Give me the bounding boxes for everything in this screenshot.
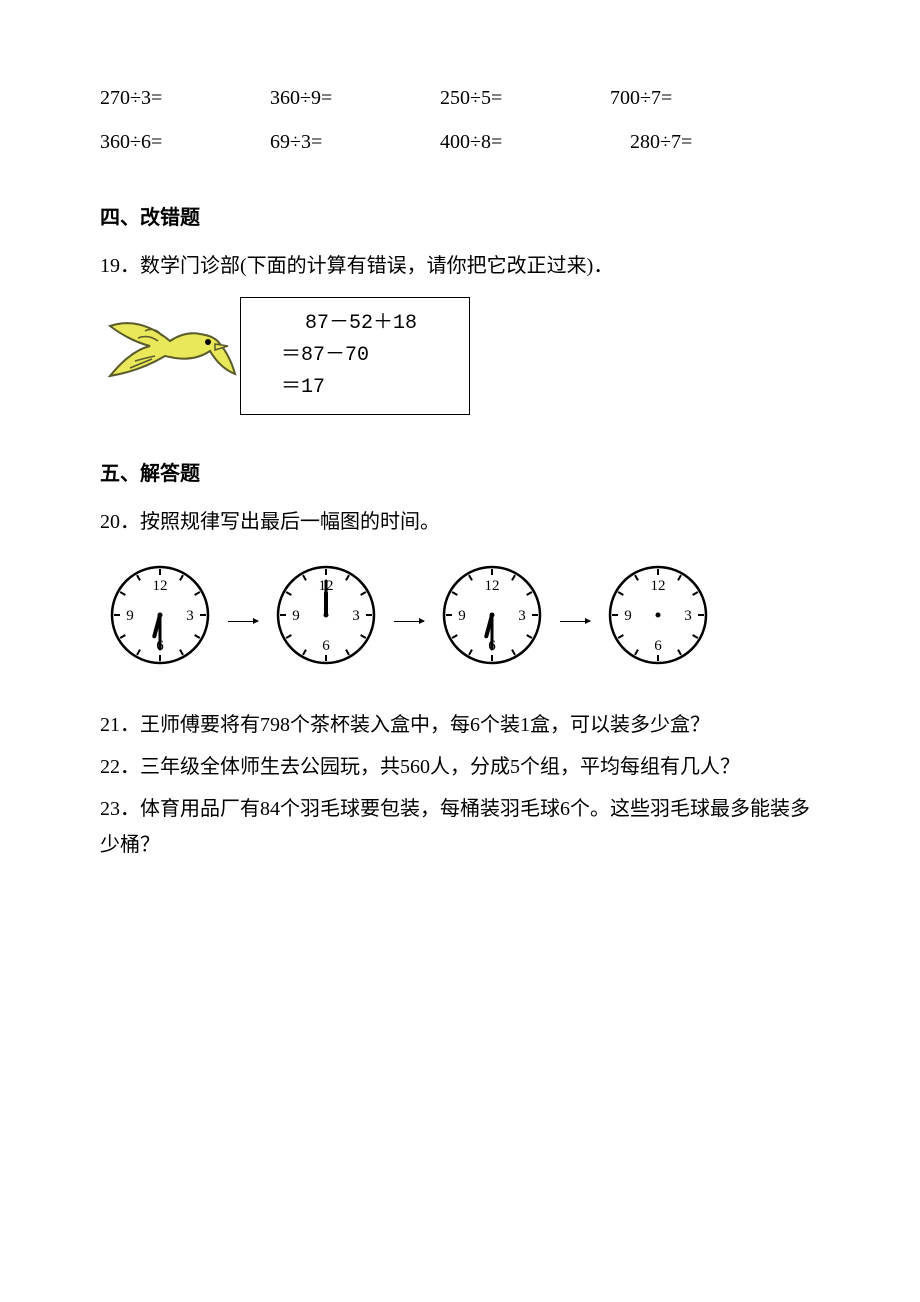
- svg-text:3: 3: [684, 608, 692, 624]
- equation: 270÷3=: [100, 80, 270, 116]
- calc-line: 87－52＋18: [281, 308, 449, 340]
- svg-text:12: 12: [485, 578, 500, 594]
- equation-row-1: 270÷3= 360÷9= 250÷5= 700÷7=: [100, 80, 820, 116]
- clock-2: 12369: [266, 555, 386, 687]
- calc-line: ＝17: [281, 372, 449, 404]
- section-5-heading: 五、解答题: [100, 456, 820, 492]
- bird-calculation-figure: 87－52＋18 ＝87－70 ＝17: [100, 296, 820, 416]
- arrow-icon: [228, 621, 258, 622]
- svg-text:6: 6: [654, 638, 662, 654]
- clocks-row: 12369 12369 12369 12369: [100, 555, 820, 687]
- calc-line: ＝87－70: [281, 340, 449, 372]
- svg-text:9: 9: [292, 608, 300, 624]
- svg-text:3: 3: [186, 608, 194, 624]
- question-23: 23．体育用品厂有84个羽毛球要包装，每桶装羽毛球6个。这些羽毛球最多能装多少桶…: [100, 791, 820, 863]
- equation: 360÷9=: [270, 80, 440, 116]
- svg-text:9: 9: [624, 608, 632, 624]
- section-4-heading: 四、改错题: [100, 200, 820, 236]
- equation: 360÷6=: [100, 124, 270, 160]
- arrow-icon: [560, 621, 590, 622]
- question-20: 20．按照规律写出最后一幅图的时间。: [100, 504, 820, 540]
- arrow-icon: [394, 621, 424, 622]
- calculation-box: 87－52＋18 ＝87－70 ＝17: [240, 297, 470, 415]
- svg-text:12: 12: [651, 578, 666, 594]
- bird-icon: [100, 296, 240, 416]
- question-21: 21．王师傅要将有798个茶杯装入盒中，每6个装1盒，可以装多少盒？: [100, 707, 820, 743]
- svg-text:3: 3: [352, 608, 360, 624]
- clock-4: 12 3 6 9: [598, 555, 718, 687]
- equation: 280÷7=: [610, 124, 790, 160]
- question-22: 22．三年级全体师生去公园玩，共560人，分成5个组，平均每组有几人？: [100, 749, 820, 785]
- svg-text:9: 9: [458, 608, 466, 624]
- svg-text:3: 3: [518, 608, 526, 624]
- clock-3: 12369: [432, 555, 552, 687]
- svg-text:9: 9: [126, 608, 134, 624]
- svg-text:6: 6: [322, 638, 330, 654]
- clock-1: 12369: [100, 555, 220, 687]
- equation: 400÷8=: [440, 124, 610, 160]
- svg-text:12: 12: [153, 578, 168, 594]
- equation-row-2: 360÷6= 69÷3= 400÷8= 280÷7=: [100, 124, 820, 160]
- question-19: 19．数学门诊部(下面的计算有错误，请你把它改正过来)．: [100, 248, 820, 284]
- equation: 69÷3=: [270, 124, 440, 160]
- equation: 700÷7=: [610, 80, 790, 116]
- equation: 250÷5=: [440, 80, 610, 116]
